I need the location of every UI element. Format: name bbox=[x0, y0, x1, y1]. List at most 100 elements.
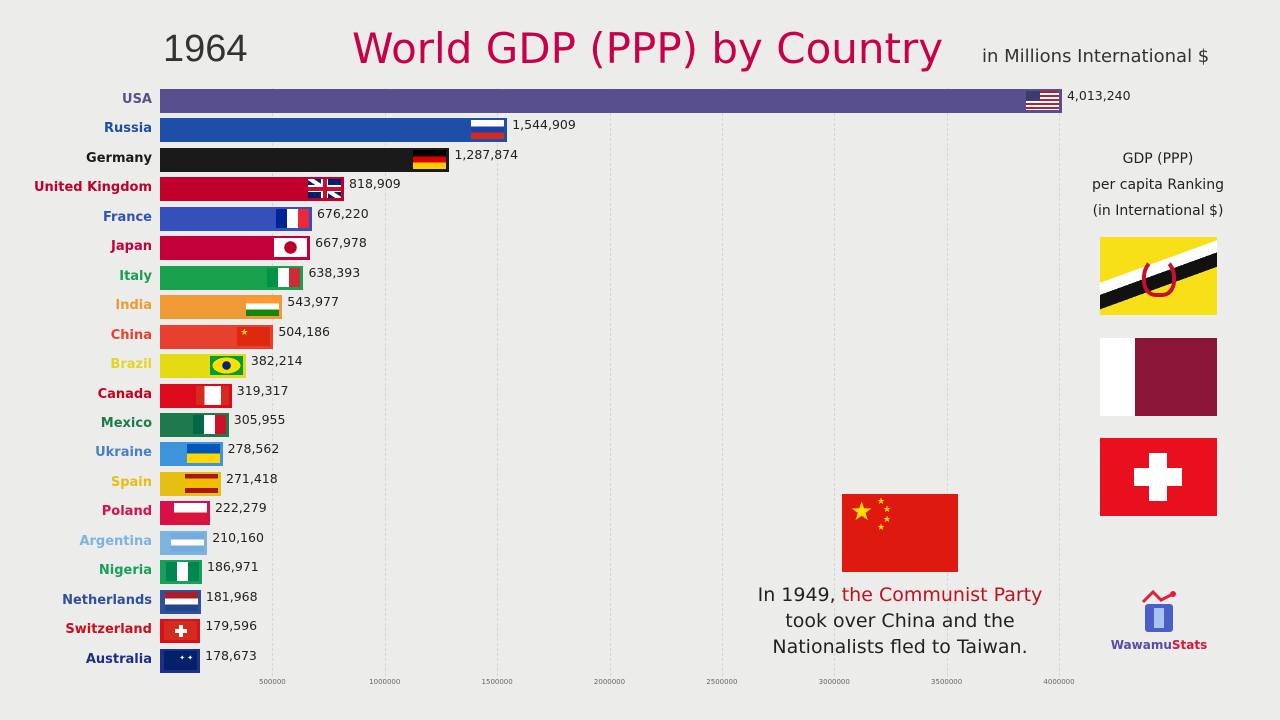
country-label: Japan bbox=[111, 239, 152, 255]
argentina-flag-icon bbox=[171, 532, 205, 552]
country-label: Poland bbox=[101, 504, 152, 520]
usa-flag-icon bbox=[1025, 91, 1059, 110]
x-tick-label: 3000000 bbox=[818, 678, 850, 686]
value-label: 382,214 bbox=[250, 353, 303, 369]
germany-flag-icon bbox=[413, 149, 447, 169]
country-label: Ukraine bbox=[95, 445, 152, 461]
bar-row: Switzerland 179,596 bbox=[0, 618, 1280, 644]
country-label: Spain bbox=[110, 474, 152, 490]
value-label: 818,909 bbox=[349, 176, 401, 192]
country-label: Russia bbox=[104, 121, 152, 137]
logo-text: Stats bbox=[1171, 638, 1208, 652]
chart-title: World GDP (PPP) by Country bbox=[352, 24, 944, 73]
annotation-line: took over China and the bbox=[785, 610, 1015, 632]
brazil-flag-icon bbox=[209, 356, 243, 376]
spain-flag-icon bbox=[185, 473, 218, 493]
bar-row: Germany 1,287,874 bbox=[0, 147, 1280, 173]
gridline bbox=[721, 88, 723, 676]
country-label: Germany bbox=[86, 150, 152, 166]
bar-germany bbox=[160, 147, 450, 172]
value-label: 1,287,874 bbox=[454, 146, 519, 162]
logo-text: Wawamu bbox=[1110, 638, 1172, 652]
x-tick-label: 3500000 bbox=[931, 678, 963, 686]
x-tick-label: 2500000 bbox=[706, 678, 738, 686]
year-label: 1964 bbox=[163, 28, 248, 70]
logo-chart-icon bbox=[1141, 589, 1176, 632]
per-capita-title-line: GDP (PPP) bbox=[1122, 151, 1194, 167]
value-label: 543,977 bbox=[287, 294, 339, 310]
poland-flag-icon bbox=[173, 503, 207, 523]
value-label: 1,544,909 bbox=[512, 117, 576, 133]
per-capita-title: GDP (PPP) per capita Ranking (in Interna… bbox=[1080, 146, 1236, 224]
canada-flag-icon bbox=[195, 385, 229, 405]
china-flag-icon: ★ ★ ★ ★ ★ bbox=[842, 494, 958, 572]
gridline bbox=[834, 88, 836, 676]
value-label: 186,971 bbox=[207, 559, 259, 575]
country-label: Australia bbox=[85, 651, 152, 667]
china-flag-icon: ★ bbox=[237, 326, 271, 346]
x-tick-label: 1500000 bbox=[481, 678, 513, 686]
bar-row: Australia ✦ ✦ 178,673 bbox=[0, 648, 1280, 674]
value-label: 319,317 bbox=[236, 382, 289, 398]
india-flag-icon bbox=[246, 297, 280, 317]
value-label: 271,418 bbox=[226, 470, 278, 486]
gridline bbox=[384, 88, 386, 676]
nigeria-flag-icon bbox=[166, 562, 200, 582]
bar-row: France 676,220 bbox=[0, 206, 1280, 232]
value-label: 667,978 bbox=[315, 235, 367, 251]
value-label: 179,596 bbox=[205, 618, 258, 634]
value-label: 178,673 bbox=[205, 647, 257, 663]
mexico-flag-icon bbox=[192, 414, 226, 434]
russia-flag-icon bbox=[471, 120, 505, 140]
bar-row: Nigeria 186,971 bbox=[0, 559, 1280, 585]
x-tick-label: 1000000 bbox=[369, 678, 401, 686]
gridline bbox=[946, 88, 948, 676]
value-label: 305,955 bbox=[233, 411, 286, 427]
ukraine-flag-icon bbox=[186, 444, 220, 464]
country-label: Mexico bbox=[100, 415, 152, 431]
gridline bbox=[272, 88, 274, 676]
netherlands-flag-icon bbox=[164, 591, 198, 611]
bar-row: Brazil 382,214 bbox=[0, 353, 1280, 379]
switzerland-flag-icon bbox=[164, 621, 198, 641]
annotation-prefix: In 1949, bbox=[757, 584, 842, 606]
value-label: 210,160 bbox=[212, 529, 264, 545]
history-annotation: In 1949, the Communist Party took over C… bbox=[740, 582, 1060, 660]
value-label: 222,279 bbox=[214, 500, 267, 516]
annotation-highlight: the Communist Party bbox=[841, 584, 1043, 606]
x-tick-label: 500000 bbox=[259, 678, 286, 686]
united-kingdom-flag-icon bbox=[308, 179, 342, 199]
country-label: Argentina bbox=[79, 533, 152, 549]
brunei-flag-icon bbox=[1100, 237, 1217, 315]
bar-row: USA 4,013,240 bbox=[0, 88, 1280, 114]
country-label: Switzerland bbox=[65, 622, 152, 638]
country-label: Italy bbox=[119, 268, 152, 284]
bar-row: Russia 1,544,909 bbox=[0, 117, 1280, 143]
country-label: Nigeria bbox=[98, 563, 152, 579]
country-label: India bbox=[115, 298, 152, 314]
gridline bbox=[609, 88, 611, 676]
bar-row: Spain 271,418 bbox=[0, 471, 1280, 497]
gridline bbox=[497, 88, 499, 676]
italy-flag-icon bbox=[267, 267, 301, 287]
japan-flag-icon bbox=[274, 238, 308, 258]
country-label: Netherlands bbox=[62, 592, 152, 608]
bar-row: Netherlands 181,968 bbox=[0, 589, 1280, 615]
value-label: 504,186 bbox=[278, 323, 331, 339]
value-label: 4,013,240 bbox=[1066, 88, 1131, 103]
bar-russia bbox=[160, 118, 508, 143]
value-label: 278,562 bbox=[227, 441, 280, 457]
value-label: 638,393 bbox=[308, 264, 361, 280]
qatar-flag-icon bbox=[1100, 338, 1217, 416]
x-tick-label: 2000000 bbox=[593, 678, 626, 686]
bar-row: Poland 222,279 bbox=[0, 500, 1280, 526]
country-label: USA bbox=[122, 92, 152, 107]
value-label: 181,968 bbox=[205, 588, 258, 604]
bar-row: United Kingdom 818,909 bbox=[0, 176, 1280, 202]
bar-row: Canada 319,317 bbox=[0, 383, 1280, 409]
country-label: United Kingdom bbox=[33, 180, 152, 196]
bar-usa bbox=[160, 89, 1062, 113]
per-capita-title-line: per capita Ranking bbox=[1092, 177, 1224, 193]
france-flag-icon bbox=[275, 208, 309, 228]
country-label: Brazil bbox=[110, 357, 152, 373]
